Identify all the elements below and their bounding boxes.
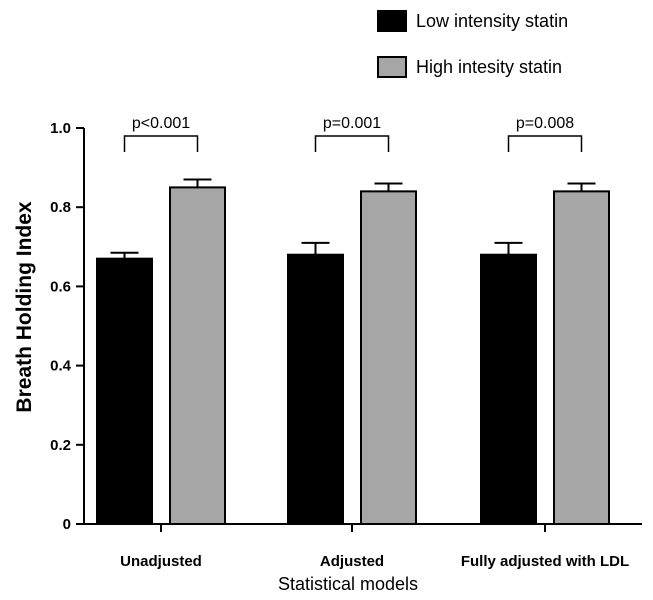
legend-swatch-1 xyxy=(377,56,407,78)
axes: Unadjusted Adjusted Fully adjusted with LD… xyxy=(50,120,642,570)
x-axis-title: Statistical models xyxy=(278,574,418,594)
bar-low-1 xyxy=(287,253,344,525)
legend-label-1: High intesity statin xyxy=(416,57,562,77)
sig-label-2: p=0.008 xyxy=(516,115,574,132)
y-tick-label-4: 0.8 xyxy=(50,199,71,216)
bar-low-2 xyxy=(480,253,537,525)
y-tick-label-1: 0.2 xyxy=(50,437,71,454)
bar-high-1 xyxy=(360,190,417,526)
error-bars xyxy=(110,178,596,259)
y-tick-label-0: 0 xyxy=(63,516,71,533)
bars xyxy=(96,186,610,526)
legend-swatch-0 xyxy=(377,10,407,32)
sig-bracket-0 xyxy=(123,135,199,152)
legend-label-0: Low intensity statin xyxy=(416,11,568,31)
y-tick-label-5: 1.0 xyxy=(50,120,71,137)
sig-bracket-1 xyxy=(314,135,390,152)
sig-label-1: p=0.001 xyxy=(323,115,381,132)
y-axis-title: Breath Holding Index xyxy=(13,201,36,413)
y-tick-label-2: 0.4 xyxy=(50,358,72,375)
bar-high-2 xyxy=(553,190,610,526)
y-tick-label-3: 0.6 xyxy=(50,278,71,295)
sig-label-0: p<0.001 xyxy=(132,115,190,132)
significance-annotations: p<0.001 p=0.001 p=0.008 xyxy=(123,115,583,152)
sig-bracket-2 xyxy=(507,135,583,152)
x-tick-label-0: Unadjusted xyxy=(120,553,202,570)
bar-low-0 xyxy=(96,257,153,525)
bar-high-0 xyxy=(169,186,226,525)
x-tick-label-2: Fully adjusted with LDL xyxy=(461,553,629,570)
x-tick-label-1: Adjusted xyxy=(320,553,384,570)
legend: Low intensity statin High intesity statin xyxy=(377,10,568,78)
